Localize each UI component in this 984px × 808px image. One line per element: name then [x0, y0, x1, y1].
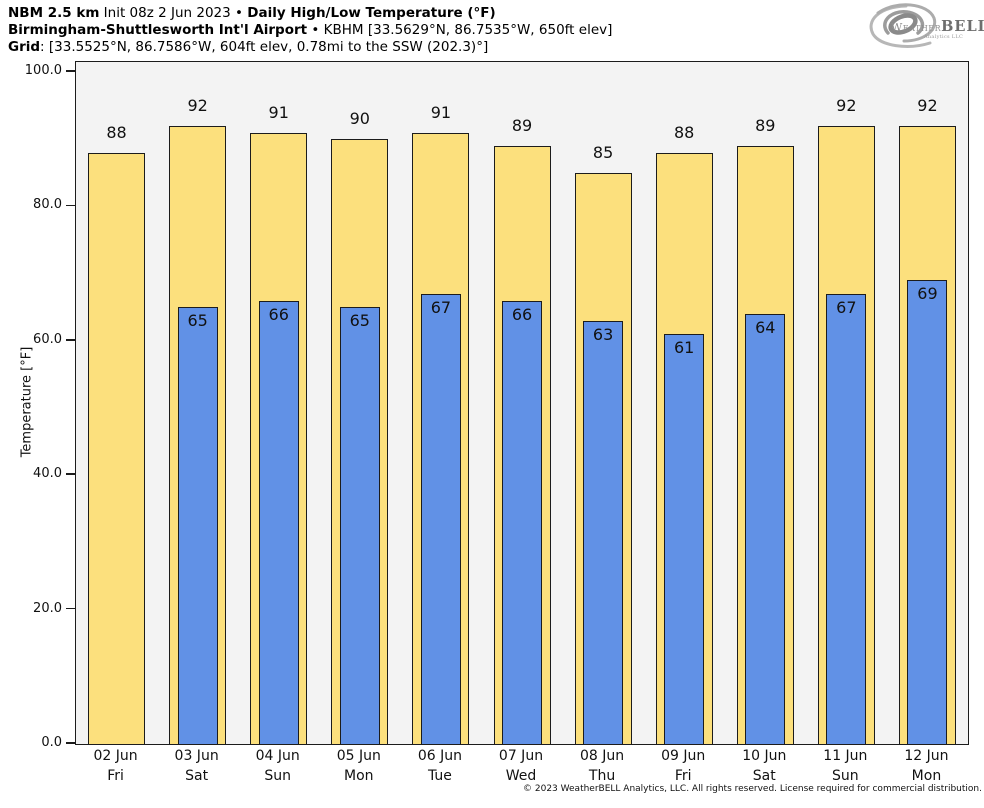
y-tick — [66, 339, 75, 341]
x-tick-label: 06 Jun Tue — [399, 747, 480, 786]
x-tick-label-date: 12 Jun — [904, 748, 949, 764]
x-tick-label: 03 Jun Sat — [156, 747, 237, 786]
high-value-label: 92 — [917, 95, 938, 115]
chart-title-block: NBM 2.5 km Init 08z 2 Jun 2023 • Daily H… — [8, 5, 612, 56]
x-tick-label-date: 08 Jun — [580, 748, 625, 764]
low-value-label: 65 — [187, 311, 208, 331]
x-tick-label-day: Thu — [588, 767, 616, 784]
logo-weather-text: Weather — [891, 21, 942, 34]
high-value-label: 88 — [106, 122, 127, 142]
y-axis-label: Temperature [°F] — [19, 346, 35, 458]
high-value-label: 85 — [592, 142, 614, 162]
y-tick-label: 20.0 — [33, 600, 62, 616]
low-value-label: 66 — [268, 304, 289, 324]
low-bar — [420, 293, 461, 744]
low-value-label: 65 — [349, 311, 370, 331]
plot-area: 88 92 65 91 66 90 65 91 67 89 66 85 63 88 61 89 64 92 67 92… — [75, 61, 969, 745]
x-tick-label-day: Mon — [911, 767, 942, 784]
title-line-2: Birmingham-Shuttlesworth Int'l Airport •… — [8, 22, 612, 39]
x-tick-label: 12 Jun Mon — [886, 747, 967, 786]
title-line-3: Grid: [33.5525°N, 86.7586°W, 604ft elev,… — [8, 39, 612, 56]
y-tick-label: 100.0 — [24, 63, 62, 79]
grid-coords: : [33.5525°N, 86.7586°W, 604ft elev, 0.7… — [40, 39, 489, 55]
x-tick-label: 07 Jun Wed — [480, 747, 561, 786]
x-tick-label-day: Sun — [264, 767, 292, 784]
x-tick-label: 10 Jun Sat — [724, 747, 805, 786]
init-time: Init 08z 2 Jun 2023 • — [99, 5, 248, 21]
x-tick-label-date: 03 Jun — [174, 748, 219, 764]
high-bar — [88, 152, 146, 744]
chart-title: Daily High/Low Temperature (°F) — [247, 5, 496, 21]
low-bar — [745, 313, 786, 744]
high-value-label: 91 — [268, 102, 289, 122]
x-tick-label-day: Mon — [344, 767, 374, 784]
y-tick — [66, 204, 75, 207]
low-bar — [907, 280, 948, 744]
y-tick — [66, 473, 75, 475]
x-tick-label-day: Wed — [505, 767, 537, 784]
low-value-label: 67 — [430, 297, 452, 317]
logo-wordmark: WeatherBELL — [891, 18, 984, 35]
x-tick-label-day: Sun — [832, 767, 859, 784]
high-value-label: 90 — [349, 109, 370, 129]
low-value-label: 61 — [673, 338, 695, 358]
low-bar — [826, 293, 867, 744]
low-value-label: 69 — [917, 284, 938, 304]
low-bar — [177, 307, 218, 744]
grid-label: Grid — [8, 39, 41, 55]
low-bar — [583, 320, 624, 744]
low-value-label: 66 — [511, 304, 533, 324]
x-tick-label: 11 Jun Sun — [805, 747, 886, 786]
hurricane-swirl-icon — [869, 3, 937, 48]
x-tick-label: 09 Jun Fri — [643, 747, 724, 786]
x-tick-label-date: 04 Jun — [255, 748, 300, 764]
y-tick-label: 0.0 — [41, 735, 62, 750]
x-tick-label-date: 10 Jun — [742, 748, 787, 764]
high-value-label: 88 — [673, 122, 695, 142]
low-bar — [502, 300, 542, 744]
title-line-1: NBM 2.5 km Init 08z 2 Jun 2023 • Daily H… — [8, 5, 612, 22]
y-tick-label: 80.0 — [33, 197, 62, 213]
high-value-label: 89 — [511, 116, 533, 135]
x-tick-label-day: Tue — [427, 767, 452, 784]
x-tick-label: 05 Jun Mon — [318, 747, 399, 786]
logo-subtext: Analytics LLC — [924, 34, 964, 40]
y-tick — [66, 742, 75, 744]
x-tick-label-date: 02 Jun — [93, 748, 138, 764]
x-tick-label-day: Sat — [185, 767, 209, 784]
x-tick-label: 04 Jun Sun — [237, 747, 318, 786]
x-tick-label-day: Sat — [752, 767, 776, 784]
logo-bell-text: BELL — [941, 18, 984, 35]
x-tick-label-date: 09 Jun — [661, 748, 706, 764]
model-name: NBM 2.5 km — [8, 5, 100, 21]
weatherbell-logo: WeatherBELL Analytics LLC — [862, 1, 984, 51]
low-bar — [258, 300, 299, 744]
y-tick-label: 60.0 — [33, 331, 62, 347]
x-tick-label: 02 Jun Fri — [75, 747, 156, 786]
high-value-label: 91 — [430, 102, 452, 122]
station-name: Birmingham-Shuttlesworth Int'l Airport — [8, 22, 308, 38]
high-value-label: 92 — [836, 95, 857, 115]
high-value-label: 89 — [755, 116, 776, 135]
y-tick-label: 40.0 — [33, 466, 62, 482]
low-value-label: 64 — [755, 317, 776, 337]
y-tick — [66, 607, 75, 610]
low-value-label: 63 — [592, 324, 614, 344]
x-tick-label-date: 06 Jun — [417, 748, 462, 764]
station-coords: • KBHM [33.5629°N, 86.7535°W, 650ft elev… — [307, 22, 613, 38]
x-tick-label-date: 11 Jun — [823, 748, 868, 764]
low-bar — [664, 334, 705, 744]
y-tick — [66, 70, 75, 72]
low-bar — [339, 307, 380, 744]
x-tick-label-day: Fri — [674, 767, 692, 784]
copyright-notice: © 2023 WeatherBELL Analytics, LLC. All r… — [523, 784, 982, 794]
x-tick-label-day: Fri — [107, 767, 124, 784]
x-tick-label-date: 07 Jun — [498, 748, 544, 764]
high-value-label: 92 — [187, 95, 208, 115]
x-tick-label: 08 Jun Thu — [562, 747, 643, 786]
low-value-label: 67 — [836, 297, 857, 317]
x-tick-label-date: 05 Jun — [336, 748, 381, 764]
